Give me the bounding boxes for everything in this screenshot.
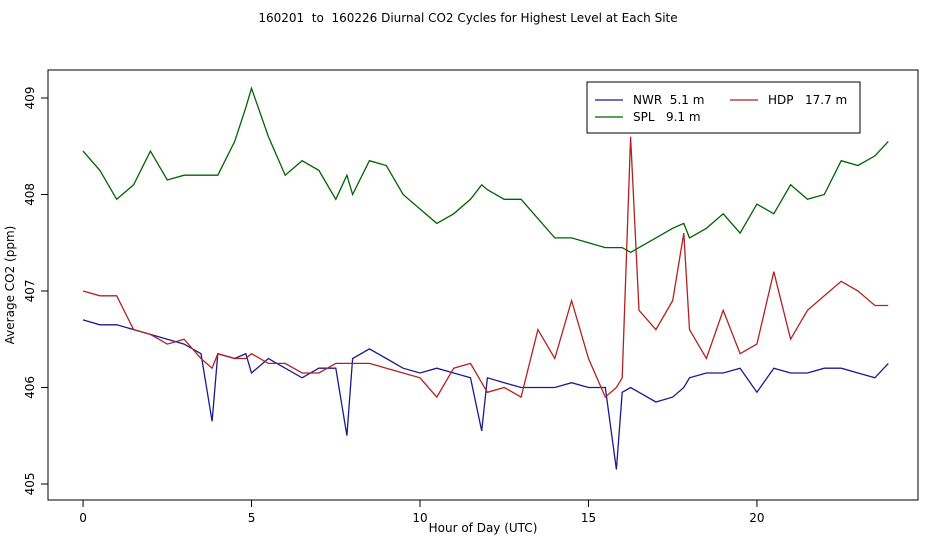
x-tick-label: 20 [749, 511, 764, 525]
x-tick-label: 5 [248, 511, 256, 525]
x-tick-label: 10 [412, 511, 427, 525]
y-tick-label: 408 [23, 183, 37, 206]
legend-label: SPL 9.1 m [633, 110, 701, 124]
x-axis-label: Hour of Day (UTC) [429, 521, 538, 535]
y-tick-label: 406 [23, 376, 37, 399]
legend-box [586, 81, 861, 134]
plot-frame [47, 69, 919, 501]
series-line [82, 86, 889, 254]
y-axis-label: Average CO2 (ppm) [3, 226, 17, 345]
legend-label: NWR 5.1 m [633, 93, 704, 107]
x-tick-label: 15 [581, 511, 596, 525]
series-line [82, 136, 889, 399]
legend-label: HDP 17.7 m [768, 93, 847, 107]
y-tick-label: 405 [23, 473, 37, 496]
y-tick-label: 407 [23, 280, 37, 303]
y-tick-label: 409 [23, 87, 37, 110]
x-tick-label: 0 [79, 511, 87, 525]
chart-title: 160201 to 160226 Diurnal CO2 Cycles for … [258, 11, 677, 25]
